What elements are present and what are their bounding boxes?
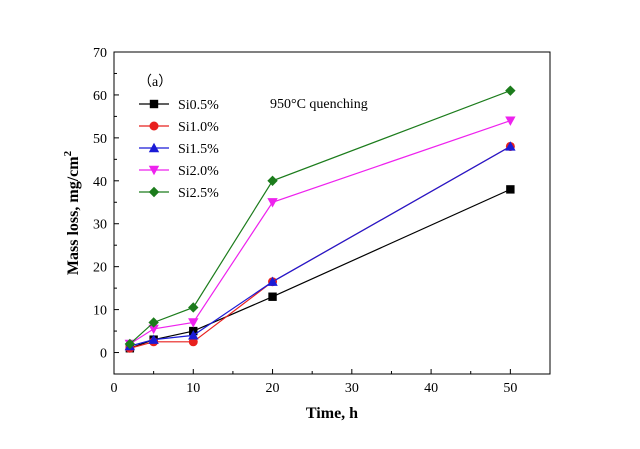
data-point [148,324,159,335]
y-axis-title-sup: 2 [62,150,74,156]
x-tick-label: 40 [424,381,438,396]
data-point [148,317,159,328]
x-tick-label: 0 [111,381,118,396]
series-Si2.0% [124,116,516,350]
svg-text:Mass loss, mg/cm2: Mass loss, mg/cm2 [62,150,82,275]
y-tick-label: 60 [93,89,107,104]
y-axis-title-main: Mass loss, mg/cm [65,156,82,275]
data-point [267,175,278,186]
y-tick-label: 0 [100,347,107,362]
y-tick-label: 30 [93,218,107,233]
legend-marker [148,142,160,153]
y-tick-label: 70 [93,46,107,61]
legend-item: Si1.5% [139,142,219,157]
y-axis-title: Mass loss, mg/cm2 [62,150,82,275]
data-point [505,85,516,96]
legend-label: Si2.5% [178,186,219,201]
legend: Si0.5% Si1.0% Si1.5% Si2.0% Si2.5% [139,98,219,201]
x-tick-label: 50 [503,381,517,396]
data-point [268,292,277,301]
x-axis-title: Time, h [306,405,358,422]
data-point [505,116,516,126]
y-tick-label: 20 [93,261,107,276]
series-Si2.5% [124,85,516,350]
data-point [506,185,515,194]
data-point [188,330,199,340]
y-tick-label: 50 [93,132,107,147]
series-layer [124,85,516,353]
y-tick-label: 10 [93,304,107,319]
legend-marker [148,186,160,198]
legend-label: Si2.0% [178,164,219,179]
data-point [148,334,159,344]
x-tick-label: 10 [186,381,200,396]
legend-item: Si2.5% [139,186,219,201]
data-point [267,198,278,208]
data-point [267,276,278,286]
x-tick-label: 20 [266,381,280,396]
legend-item: Si1.0% [139,120,219,135]
legend-item: Si2.0% [139,164,219,179]
data-point [124,338,136,350]
y-tick-label: 40 [93,175,107,190]
series-line [129,188,511,349]
legend-label: Si1.0% [178,120,219,135]
legend-marker [149,121,159,131]
legend-label: Si1.5% [178,142,219,157]
legend-marker [149,99,159,109]
axis-ticks: 0 10 20 30 40 50 0 10 20 30 40 50 60 70 [93,46,517,396]
panel-label: （a） [138,74,172,90]
legend-marker [148,165,160,176]
annotation-text: 950°C quenching [270,97,368,112]
data-point [505,141,516,151]
data-point [188,302,199,313]
legend-label: Si0.5% [178,98,219,113]
plot-frame [113,51,551,375]
legend-item: Si0.5% [139,98,219,113]
x-tick-label: 30 [345,381,359,396]
data-point [188,318,199,328]
series-Si0.5% [125,185,515,353]
